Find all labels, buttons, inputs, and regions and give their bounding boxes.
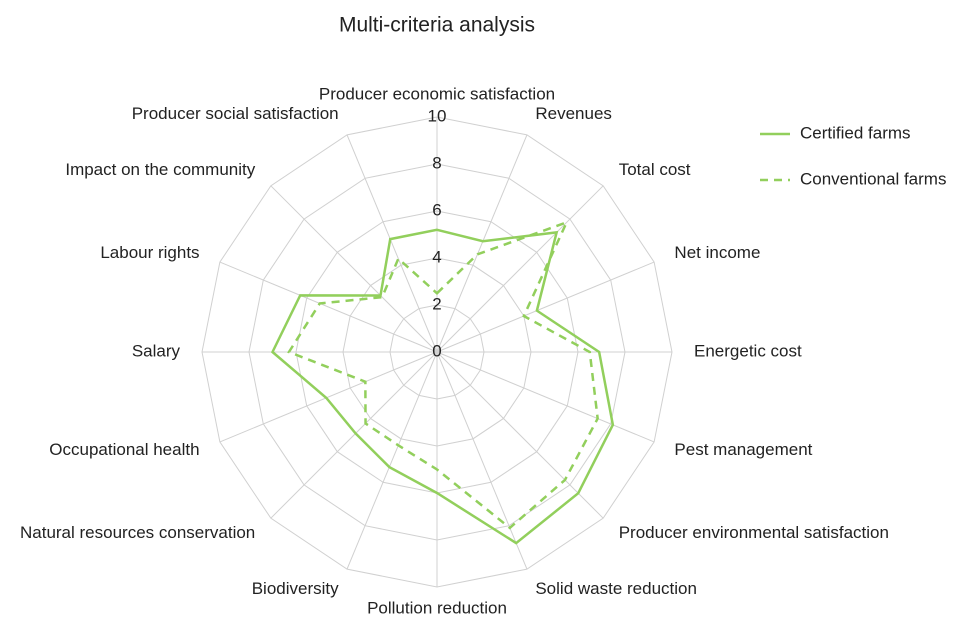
axis-label: Occupational health <box>49 440 199 459</box>
r-tick-label: 2 <box>432 294 441 313</box>
spoke <box>270 185 438 353</box>
series-line <box>270 228 615 545</box>
axis-label: Labour rights <box>100 243 199 262</box>
axis-label: Salary <box>132 341 181 360</box>
spoke <box>436 351 655 443</box>
axis-label: Producer economic satisfaction <box>319 84 555 103</box>
axis-label: Total cost <box>619 160 691 179</box>
r-tick-label: 4 <box>432 247 441 266</box>
r-tick-label: 0 <box>432 341 441 360</box>
spoke <box>219 261 438 353</box>
chart-title: Multi-criteria analysis <box>339 14 535 37</box>
axis-label: Energetic cost <box>694 341 802 360</box>
spoke <box>270 351 438 519</box>
axis-label: Revenues <box>535 104 612 123</box>
axis-label: Pest management <box>674 440 812 459</box>
r-tick-label: 10 <box>428 106 447 125</box>
spoke <box>436 351 604 519</box>
axis-label: Natural resources conservation <box>20 523 255 542</box>
legend-label: Certified farms <box>800 123 911 142</box>
axis-label: Producer environmental satisfaction <box>619 523 889 542</box>
spoke <box>436 185 604 353</box>
axis-label: Net income <box>674 243 760 262</box>
spoke <box>436 261 655 353</box>
spoke <box>346 351 438 570</box>
series-line <box>287 220 599 530</box>
axis-label: Pollution reduction <box>367 598 507 617</box>
r-tick-label: 6 <box>432 200 441 219</box>
spoke <box>436 351 528 570</box>
axis-label: Biodiversity <box>252 579 339 598</box>
axis-label: Impact on the community <box>65 160 255 179</box>
legend-label: Conventional farms <box>800 169 946 188</box>
axis-label: Solid waste reduction <box>535 579 697 598</box>
spoke <box>346 134 438 353</box>
r-tick-label: 8 <box>432 153 441 172</box>
spoke <box>436 134 528 353</box>
axis-label: Producer social satisfaction <box>132 104 339 123</box>
spoke <box>219 351 438 443</box>
